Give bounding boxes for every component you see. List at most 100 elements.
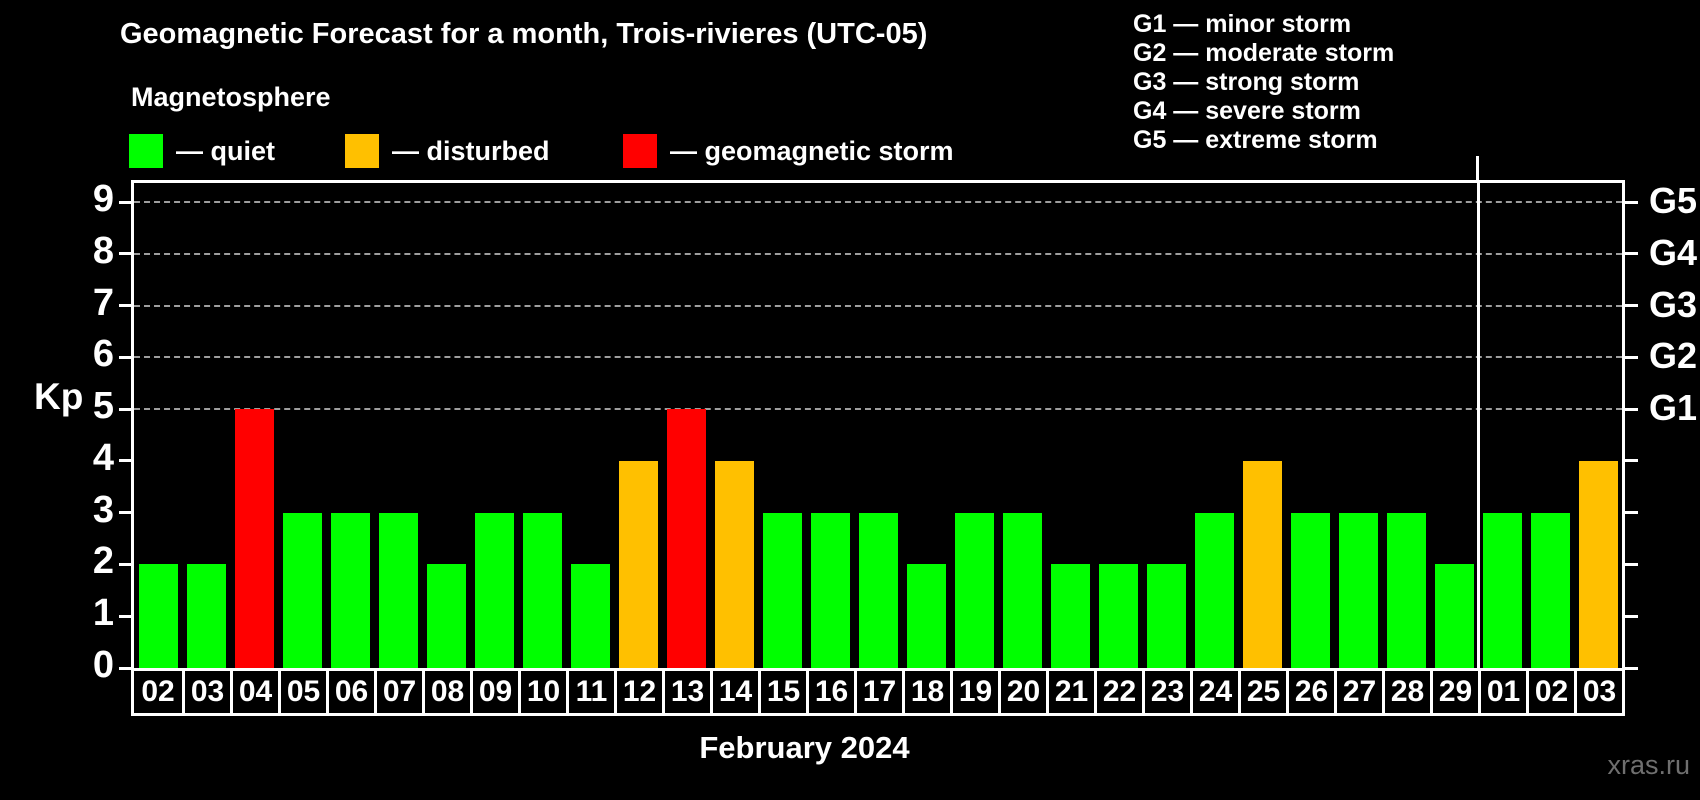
date-label-feb-13: 13 <box>662 671 710 713</box>
right-tick-kp5 <box>1625 407 1638 411</box>
gridline-kp9 <box>134 201 1622 203</box>
left-tick-kp3 <box>119 511 132 515</box>
month-axis-label: February 2024 <box>699 730 910 765</box>
bar-day-06 <box>330 512 370 668</box>
y-tick-label-7: 7 <box>92 281 114 324</box>
bar-day-27 <box>1338 512 1378 668</box>
left-tick-kp8 <box>119 252 132 256</box>
date-label-feb-03: 03 <box>182 671 230 713</box>
y-tick-label-9: 9 <box>92 178 114 220</box>
bar-day-21 <box>1050 564 1090 668</box>
date-label-feb-17: 17 <box>854 671 902 713</box>
kp-axis-label: Kp <box>34 376 84 417</box>
left-tick-kp5 <box>119 407 132 411</box>
right-tick-kp4 <box>1625 459 1638 463</box>
right-tick-kp6 <box>1625 355 1638 359</box>
date-label-feb-23: 23 <box>1142 671 1190 713</box>
storm-color-swatch <box>623 134 657 168</box>
bar-day-02 <box>1530 512 1570 668</box>
bar-day-29 <box>1434 564 1474 668</box>
bar-day-03 <box>1578 460 1618 668</box>
right-tick-kp1 <box>1625 614 1638 618</box>
bar-day-03 <box>186 564 226 668</box>
right-tick-kp9 <box>1625 200 1638 204</box>
date-label-feb-25: 25 <box>1238 671 1286 713</box>
bar-day-14 <box>714 460 754 668</box>
date-label-feb-05: 05 <box>278 671 326 713</box>
date-label-feb-07: 07 <box>374 671 422 713</box>
date-label-feb-27: 27 <box>1334 671 1382 713</box>
g-label-G2: G2 <box>1649 335 1698 377</box>
date-label-feb-16: 16 <box>806 671 854 713</box>
date-label-feb-21: 21 <box>1046 671 1094 713</box>
date-label-feb-02: 02 <box>134 671 182 713</box>
month-boundary-tick <box>1476 156 1479 182</box>
left-tick-kp9 <box>119 200 132 204</box>
right-tick-kp8 <box>1625 252 1638 256</box>
magnetosphere-legend: — quiet — disturbed — geomagnetic storm <box>0 134 1100 170</box>
g4-description: G4 — severe storm <box>1133 97 1361 125</box>
legend-item-geomagnetic-storm: — geomagnetic storm <box>623 134 954 168</box>
gridline-kp6 <box>134 356 1622 359</box>
date-label-feb-10: 10 <box>518 671 566 713</box>
y-tick-label-1: 1 <box>92 592 114 635</box>
bar-day-13 <box>666 409 706 668</box>
quiet-color-swatch <box>129 134 163 168</box>
bar-day-12 <box>618 460 658 668</box>
month-separator-line <box>1476 183 1480 668</box>
plot-area <box>131 180 1625 671</box>
y-tick-label-8: 8 <box>92 229 114 272</box>
bar-day-19 <box>954 512 994 668</box>
bar-day-26 <box>1290 512 1330 668</box>
magnetosphere-label: Magnetosphere <box>131 82 331 112</box>
date-label-feb-22: 22 <box>1094 671 1142 713</box>
disturbed-color-swatch <box>345 134 379 168</box>
bar-day-11 <box>570 564 610 668</box>
date-label-feb-24: 24 <box>1190 671 1238 713</box>
y-tick-label-0: 0 <box>92 644 114 686</box>
legend-item-disturbed: — disturbed <box>345 134 550 168</box>
date-label-feb-12: 12 <box>614 671 662 713</box>
left-tick-kp7 <box>119 304 132 308</box>
g-scale-legend: G1 — minor storm G2 — moderate storm G3 … <box>1133 10 1394 155</box>
bar-day-22 <box>1098 564 1138 668</box>
xras-watermark: xras.ru <box>1607 750 1690 780</box>
bar-day-23 <box>1146 564 1186 668</box>
left-tick-kp0 <box>119 666 132 670</box>
bar-day-17 <box>858 512 898 668</box>
date-label-feb-09: 09 <box>470 671 518 713</box>
bar-day-16 <box>810 512 850 668</box>
left-tick-kp1 <box>119 614 132 618</box>
gridline-kp7 <box>134 304 1622 307</box>
right-tick-kp2 <box>1625 562 1638 566</box>
gridline-kp5 <box>134 408 1622 411</box>
bar-day-08 <box>426 564 466 668</box>
bar-day-10 <box>522 512 562 668</box>
g3-description: G3 — strong storm <box>1133 68 1360 96</box>
bar-day-01 <box>1482 512 1522 668</box>
y-tick-label-3: 3 <box>92 488 114 531</box>
y-tick-label-4: 4 <box>92 436 114 479</box>
legend-item-quiet: — quiet <box>129 134 275 168</box>
date-label-feb-06: 06 <box>326 671 374 713</box>
g-label-G4: G4 <box>1649 231 1698 273</box>
date-label-feb-04: 04 <box>230 671 278 713</box>
g-label-G5: G5 <box>1649 180 1698 221</box>
y-tick-label-5: 5 <box>92 385 114 428</box>
date-label-feb-28: 28 <box>1382 671 1430 713</box>
bar-day-09 <box>474 512 514 668</box>
quiet-label: — quiet <box>176 135 275 166</box>
date-label-feb-19: 19 <box>950 671 998 713</box>
storm-label: — geomagnetic storm <box>670 135 954 166</box>
bar-day-02 <box>138 564 178 668</box>
date-label-mar-01: 01 <box>1478 671 1526 713</box>
date-label-feb-08: 08 <box>422 671 470 713</box>
disturbed-label: — disturbed <box>392 135 550 166</box>
bar-day-24 <box>1194 512 1234 668</box>
g-label-G1: G1 <box>1649 387 1698 429</box>
left-tick-kp2 <box>119 562 132 566</box>
date-label-mar-03: 03 <box>1574 671 1622 713</box>
date-label-feb-18: 18 <box>902 671 950 713</box>
y-tick-label-6: 6 <box>92 333 114 376</box>
